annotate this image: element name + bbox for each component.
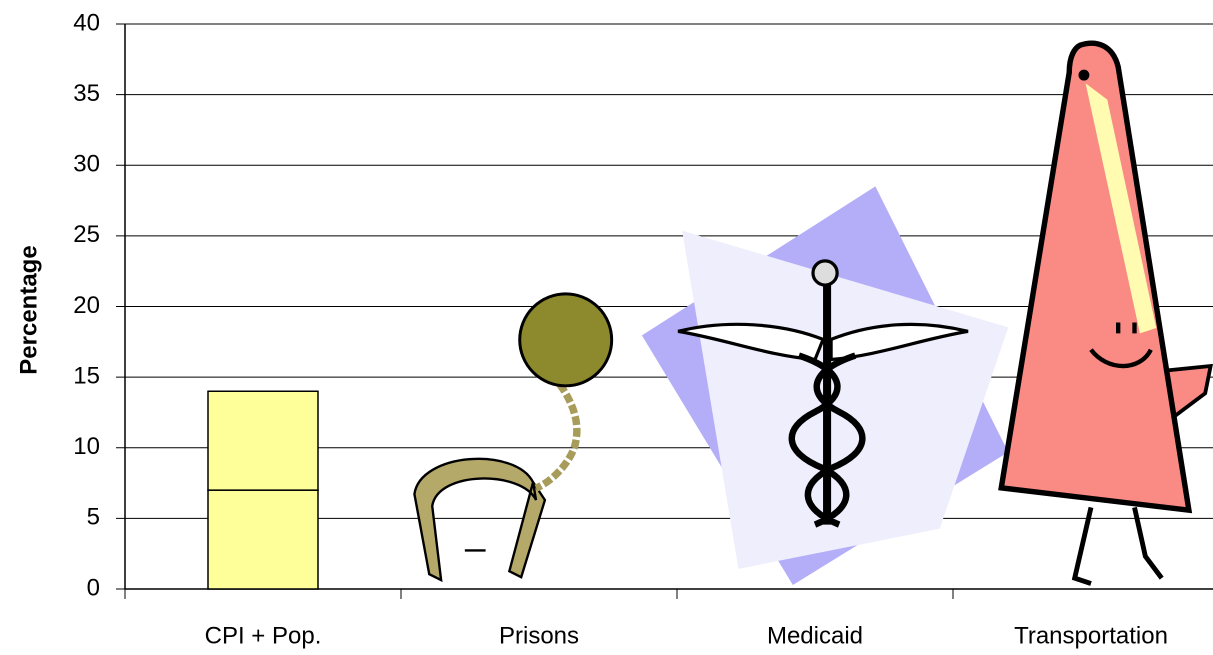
y-tick-label: 25: [73, 221, 100, 248]
y-tick-label: 20: [73, 292, 100, 319]
cuff: [413, 457, 547, 583]
front-square: [682, 230, 1009, 569]
chain: [534, 382, 581, 492]
eye: [1078, 69, 1090, 81]
bar: [207, 489, 319, 590]
y-tick-label: 35: [73, 80, 100, 107]
x-tick-label: Prisons: [499, 622, 579, 649]
y-axis-label: Percentage: [15, 245, 42, 374]
y-tick-label: 40: [73, 9, 100, 36]
y-tick-label: 5: [87, 504, 100, 531]
smile: [1089, 322, 1153, 369]
cone: [998, 40, 1193, 514]
x-tick-label: Medicaid: [767, 622, 863, 649]
x-tick-label: CPI + Pop.: [205, 622, 322, 649]
y-tick-label: 30: [73, 151, 100, 178]
pictograph: [641, 186, 1009, 585]
x-tick-label: Transportation: [1014, 622, 1168, 649]
y-tick-label: 0: [87, 574, 100, 601]
bar: [207, 390, 319, 491]
wings: [677, 322, 969, 362]
highlight: [1085, 83, 1157, 334]
pictograph: [413, 292, 614, 583]
pictograph: [998, 40, 1213, 586]
ball: [518, 292, 614, 388]
snakes: [788, 352, 866, 528]
y-tick-label: 15: [73, 362, 100, 389]
y-tick-label: 10: [73, 433, 100, 460]
legs: [1071, 506, 1164, 586]
knob: [811, 259, 839, 287]
